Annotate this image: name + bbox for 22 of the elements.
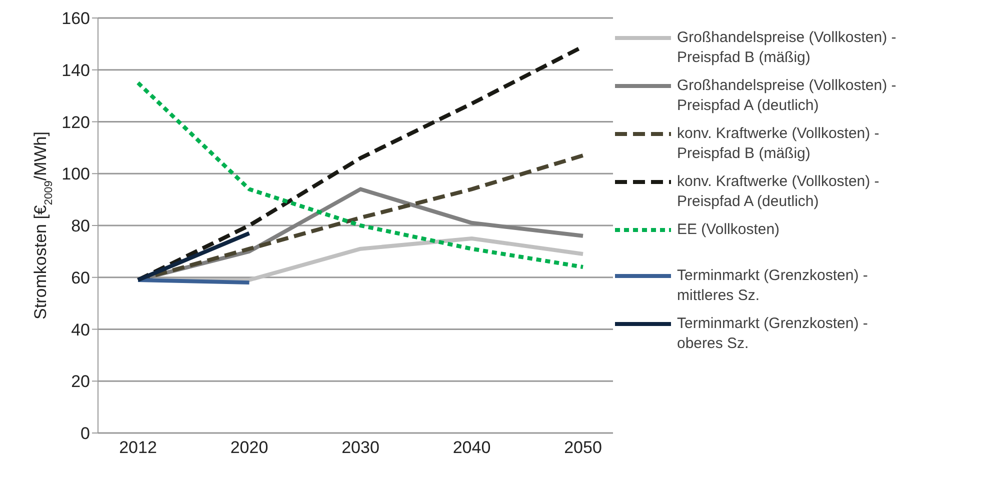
- y-tick-label: 140: [62, 60, 90, 80]
- y-tick-label: 120: [62, 112, 90, 132]
- y-tick-label: 0: [80, 424, 90, 444]
- x-tick-label: 2030: [342, 438, 380, 458]
- line-series: [136, 80, 585, 269]
- legend-label: Terminmarkt (Grenzkosten) - oberes Sz.: [677, 314, 869, 354]
- legend-label: EE (Vollkosten): [677, 220, 781, 240]
- legend-label: konv. Kraftwerke (Vollkosten) - Preispfad A (deutlich): [677, 172, 880, 212]
- legend-label: Terminmarkt (Grenzkosten) - mittleres Sz.: [677, 266, 869, 306]
- y-tick-label: 20: [71, 372, 90, 392]
- x-tick-label: 2020: [230, 438, 268, 458]
- legend-label: Großhandelspreise (Vollkosten) - Preispfad B (mäßig): [677, 28, 898, 68]
- x-tick-label: 2012: [119, 438, 157, 458]
- y-tick-label: 160: [62, 9, 90, 28]
- y-tick-label: 60: [71, 268, 90, 288]
- y-tick-label: 80: [71, 216, 90, 236]
- legend-label: konv. Kraftwerke (Vollkosten) - Preispfad B (mäßig): [677, 124, 880, 164]
- x-tick-label: 2040: [452, 438, 491, 458]
- legend-label: Großhandelspreise (Vollkosten) - Preispfad A (deutlich): [677, 76, 898, 116]
- y-tick-label: 40: [71, 320, 90, 340]
- x-tick-label: 2050: [564, 438, 602, 458]
- y-tick-label: 100: [62, 164, 90, 184]
